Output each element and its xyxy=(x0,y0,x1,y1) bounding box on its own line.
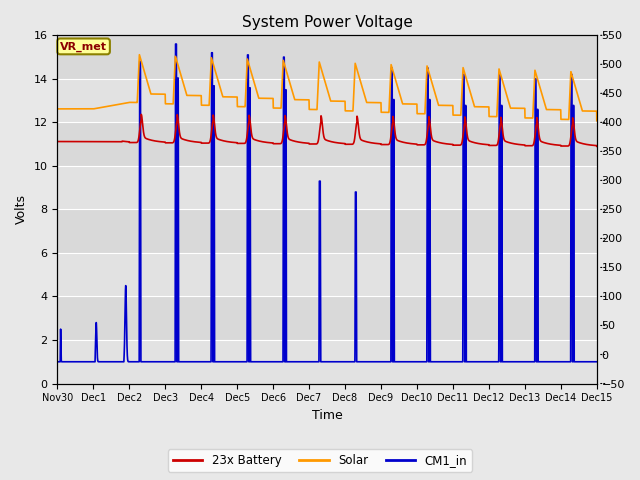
Line: Solar: Solar xyxy=(58,55,596,121)
Bar xyxy=(58,340,596,384)
Solar xyxy=(456,112,464,118)
CM1_in xyxy=(593,359,600,365)
CM1_in xyxy=(497,359,505,365)
Solar xyxy=(260,96,268,101)
X-axis label: Time: Time xyxy=(312,409,342,422)
23x Battery xyxy=(593,144,600,149)
CM1_in xyxy=(456,359,464,365)
23x Battery xyxy=(138,111,145,117)
Legend: 23x Battery, Solar, CM1_in: 23x Battery, Solar, CM1_in xyxy=(168,449,472,472)
23x Battery xyxy=(54,139,61,144)
Solar xyxy=(136,52,143,58)
Bar xyxy=(58,36,596,79)
23x Battery xyxy=(404,140,412,146)
CM1_in xyxy=(377,359,385,365)
Solar xyxy=(377,100,385,106)
Solar xyxy=(404,101,412,107)
Title: System Power Voltage: System Power Voltage xyxy=(242,15,413,30)
Line: CM1_in: CM1_in xyxy=(58,44,596,362)
CM1_in xyxy=(54,359,61,365)
Line: 23x Battery: 23x Battery xyxy=(58,114,596,146)
Solar xyxy=(497,72,505,78)
Solar xyxy=(593,118,600,124)
23x Battery xyxy=(152,138,159,144)
Solar xyxy=(54,106,61,112)
Text: VR_met: VR_met xyxy=(60,41,107,51)
23x Battery xyxy=(456,142,464,148)
23x Battery xyxy=(377,141,385,147)
23x Battery xyxy=(497,115,505,120)
CM1_in xyxy=(152,359,159,365)
Bar xyxy=(58,209,596,253)
CM1_in xyxy=(172,41,179,47)
Solar xyxy=(152,91,159,97)
Bar xyxy=(58,253,596,297)
Bar xyxy=(58,79,596,122)
Bar xyxy=(58,297,596,340)
Bar xyxy=(58,166,596,209)
CM1_in xyxy=(404,359,412,365)
CM1_in xyxy=(260,359,268,365)
Y-axis label: Volts: Volts xyxy=(15,194,28,225)
Bar xyxy=(58,122,596,166)
23x Battery xyxy=(260,139,268,145)
